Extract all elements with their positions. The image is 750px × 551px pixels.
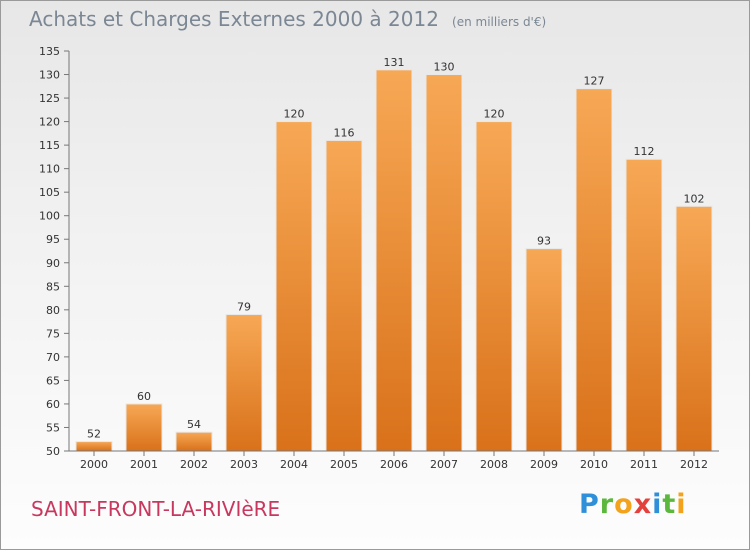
bar xyxy=(175,431,213,452)
data-label: 120 xyxy=(284,108,305,121)
data-label: 112 xyxy=(634,145,655,158)
y-tick-label: 110 xyxy=(39,163,60,176)
y-tick-label: 135 xyxy=(39,45,60,58)
data-label: 52 xyxy=(87,428,101,441)
x-tick-label: 2000 xyxy=(80,458,108,471)
data-label: 54 xyxy=(187,418,201,431)
logo-letter: t xyxy=(662,489,677,520)
bars: 52 60 54 79 120 116 131 130 120 93 127 112 102 xyxy=(75,56,713,452)
y-axis: 50 55 60 65 70 75 80 85 90 95 100 105 110 115 120 125 13… xyxy=(39,45,70,458)
y-tick-label: 65 xyxy=(46,374,60,387)
y-tick-label: 60 xyxy=(46,398,60,411)
x-tick-label: 2009 xyxy=(530,458,558,471)
logo-letter: i xyxy=(676,489,687,520)
x-tick-label: 2008 xyxy=(480,458,508,471)
bar xyxy=(125,403,163,452)
y-tick-label: 90 xyxy=(46,257,60,270)
data-label: 131 xyxy=(384,56,405,69)
x-tick-label: 2004 xyxy=(280,458,308,471)
y-tick-label: 115 xyxy=(39,139,60,152)
bar xyxy=(425,74,463,452)
logo-letter: r xyxy=(599,489,615,520)
logo-letter: x xyxy=(633,489,653,520)
commune-name: SAINT-FRONT-LA-RIVIèRE xyxy=(31,497,281,521)
bar xyxy=(275,121,313,452)
x-tick-label: 2001 xyxy=(130,458,158,471)
y-tick-label: 85 xyxy=(46,280,60,293)
data-label: 79 xyxy=(237,301,251,314)
bar xyxy=(225,314,263,452)
data-label: 120 xyxy=(484,108,505,121)
y-tick-label: 70 xyxy=(46,351,60,364)
bar xyxy=(75,441,113,452)
x-tick-label: 2010 xyxy=(580,458,608,471)
x-tick-label: 2005 xyxy=(330,458,358,471)
data-label: 102 xyxy=(684,192,705,205)
proxiti-logo[interactable]: Proxiti xyxy=(579,489,687,520)
y-tick-label: 95 xyxy=(46,233,60,246)
y-tick-label: 80 xyxy=(46,304,60,317)
x-axis: 2000 2001 2002 2003 2004 2005 2006 2007 2008 2009… xyxy=(69,450,719,471)
x-tick-label: 2003 xyxy=(230,458,258,471)
bar xyxy=(325,139,363,452)
chart-title: Achats et Charges Externes 2000 à 2012 xyxy=(29,7,439,31)
logo-letter: i xyxy=(652,489,663,520)
bar xyxy=(475,121,513,452)
y-tick-label: 120 xyxy=(39,116,60,129)
chart-title-block: Achats et Charges Externes 2000 à 2012 (… xyxy=(29,7,546,31)
bar xyxy=(375,69,413,452)
logo-letter: P xyxy=(579,489,600,520)
bar xyxy=(625,158,663,452)
bar xyxy=(525,248,563,452)
y-tick-label: 55 xyxy=(46,421,60,434)
x-tick-label: 2006 xyxy=(380,458,408,471)
y-tick-label: 75 xyxy=(46,327,60,340)
y-tick-label: 100 xyxy=(39,210,60,223)
data-label: 93 xyxy=(537,235,551,248)
logo-letter: o xyxy=(614,489,634,520)
chart-subtitle: (en milliers d'€) xyxy=(452,15,547,29)
bar xyxy=(675,205,713,452)
data-label: 127 xyxy=(584,75,605,88)
data-label: 116 xyxy=(334,126,355,139)
y-tick-label: 105 xyxy=(39,186,60,199)
x-tick-label: 2012 xyxy=(680,458,708,471)
y-tick-label: 130 xyxy=(39,69,60,82)
y-tick-label: 50 xyxy=(46,445,60,458)
bar xyxy=(575,88,613,452)
x-tick-label: 2002 xyxy=(180,458,208,471)
x-tick-label: 2007 xyxy=(430,458,458,471)
data-label: 130 xyxy=(434,61,455,74)
data-label: 60 xyxy=(137,390,151,403)
y-tick-label: 125 xyxy=(39,92,60,105)
x-tick-label: 2011 xyxy=(630,458,658,471)
